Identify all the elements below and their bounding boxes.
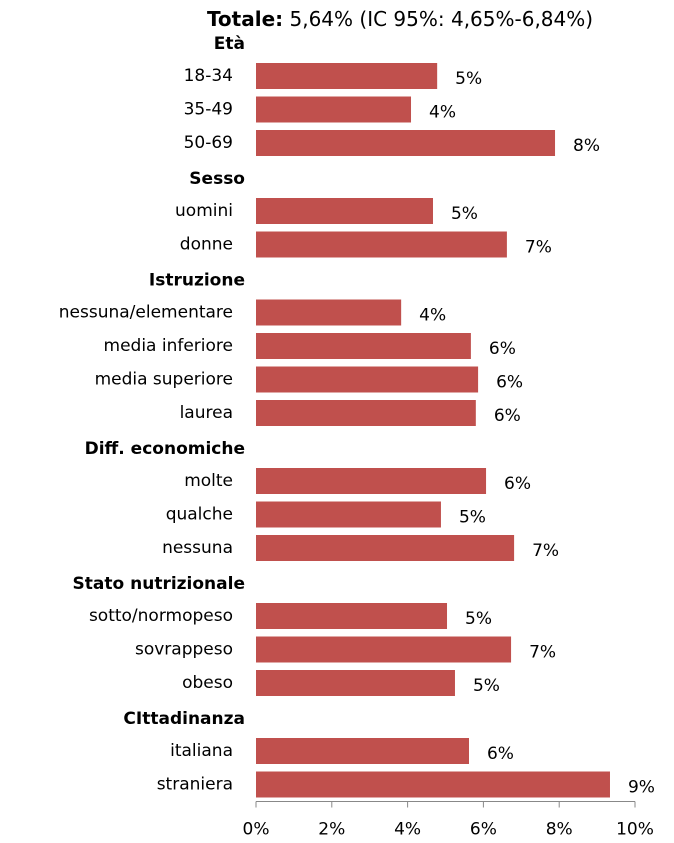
y-tick-label: laurea xyxy=(180,403,233,423)
x-tick-label: 6% xyxy=(470,820,497,840)
bar xyxy=(256,63,438,89)
y-tick-label: 50-69 xyxy=(184,133,233,153)
value-label: 5% xyxy=(465,609,492,629)
value-label: 6% xyxy=(487,744,514,764)
x-tick-label: 0% xyxy=(243,820,270,840)
y-tick-label: straniera xyxy=(157,775,233,795)
value-label: 8% xyxy=(573,136,600,156)
value-label: 6% xyxy=(494,406,521,426)
value-label: 5% xyxy=(451,204,478,224)
y-tick-label: nessuna/elementare xyxy=(59,303,233,323)
bar xyxy=(256,738,469,764)
group-label: Stato nutrizionale xyxy=(73,574,245,594)
group-label: Età xyxy=(214,34,245,54)
bar xyxy=(256,771,610,798)
value-label: 5% xyxy=(459,508,486,528)
bar xyxy=(256,333,471,359)
value-label: 4% xyxy=(429,103,456,123)
y-tick-label: donne xyxy=(180,235,233,255)
y-tick-label: 35-49 xyxy=(184,100,233,120)
value-label: 7% xyxy=(525,238,552,258)
bar xyxy=(256,366,479,393)
value-label: 5% xyxy=(455,69,482,89)
y-tick-label: sovrappeso xyxy=(135,640,233,660)
chart-title: Totale: 5,64% (IC 95%: 4,65%-6,84%) xyxy=(207,7,593,31)
bar xyxy=(256,501,441,528)
value-label: 6% xyxy=(496,373,523,393)
group-label: Diff. economiche xyxy=(85,439,245,459)
group-label: CIttadinanza xyxy=(123,709,245,729)
x-tick-label: 2% xyxy=(318,820,345,840)
y-tick-label: uomini xyxy=(175,201,233,221)
bar xyxy=(256,130,556,156)
title-value: 5,64% (IC 95%: 4,65%-6,84%) xyxy=(290,7,594,31)
bar xyxy=(256,670,455,696)
value-label: 7% xyxy=(529,643,556,663)
x-tick-label: 10% xyxy=(616,820,654,840)
value-label: 4% xyxy=(419,306,446,326)
x-tick-label: 8% xyxy=(546,820,573,840)
group-label: Sesso xyxy=(189,169,245,189)
value-label: 6% xyxy=(504,474,531,494)
title-label: Totale: xyxy=(207,7,283,31)
value-label: 9% xyxy=(628,778,655,798)
group-label: Istruzione xyxy=(149,271,245,291)
value-label: 6% xyxy=(489,339,516,359)
y-tick-label: qualche xyxy=(166,505,233,525)
bar xyxy=(256,468,487,494)
y-tick-label: sotto/normopeso xyxy=(89,606,233,626)
bar xyxy=(256,231,507,258)
y-tick-label: molte xyxy=(184,471,233,491)
y-tick-label: nessuna xyxy=(162,538,233,558)
y-tick-label: media inferiore xyxy=(104,336,233,356)
bar xyxy=(256,636,512,663)
y-tick-label: media superiore xyxy=(95,370,233,390)
bar xyxy=(256,603,448,629)
y-tick-label: 18-34 xyxy=(184,66,233,86)
bar xyxy=(256,198,433,224)
value-label: 5% xyxy=(473,676,500,696)
y-tick-label: italiana xyxy=(170,741,233,761)
value-label: 7% xyxy=(532,541,559,561)
y-tick-label: obeso xyxy=(182,673,233,693)
bar xyxy=(256,400,476,426)
x-tick-label: 4% xyxy=(394,820,421,840)
bar xyxy=(256,96,412,123)
bar xyxy=(256,299,402,326)
bar xyxy=(256,535,515,561)
